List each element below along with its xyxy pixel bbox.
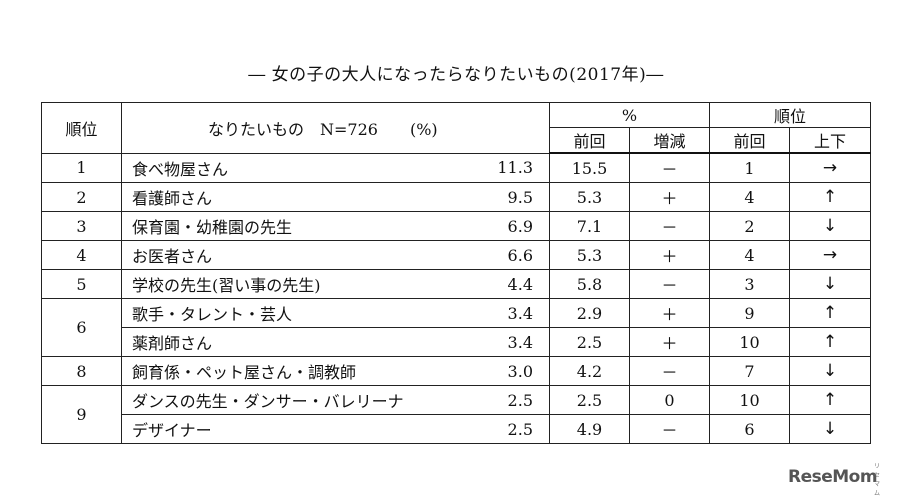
pct-cell: 6.6 <box>469 240 550 270</box>
move-arrow-icon: → <box>789 152 872 183</box>
move-arrow-icon: ↓ <box>789 414 872 444</box>
rank-cell: 3 <box>41 211 122 241</box>
change-cell: 0 <box>628 385 711 415</box>
rank-cell: 5 <box>41 269 122 299</box>
header-rank-group: 順位 <box>709 102 872 128</box>
header-rank: 順位 <box>41 102 122 154</box>
logo-text: ReseMom <box>788 467 878 487</box>
prev-pct-cell: 4.9 <box>549 414 630 444</box>
page-title: ― 女の子の大人になったらなりたいもの(2017年)― <box>248 65 664 85</box>
item-name: 飼育係・ペット屋さん・調教師 <box>132 363 357 382</box>
table-row: 9 ダンスの先生・ダンサー・バレリーナ 2.5 2.5 0 10 ↑ <box>41 385 872 444</box>
prev-rank-cell: 6 <box>709 414 791 444</box>
pct-cell: 4.4 <box>469 269 550 299</box>
table-row: 4 お医者さん 6.6 5.3 ＋ 4 → <box>41 240 872 270</box>
header-percent-prev: 前回 <box>549 127 630 154</box>
item-name: 看護師さん <box>132 189 213 208</box>
prev-pct-cell: 2.5 <box>549 327 630 357</box>
prev-pct-cell: 5.3 <box>549 240 630 270</box>
prev-rank-cell: 7 <box>709 356 791 386</box>
move-arrow-icon: → <box>789 240 872 270</box>
prev-rank-cell: 1 <box>709 152 791 183</box>
pct-cell: 3.4 <box>469 298 550 328</box>
rank-cell: 1 <box>41 152 122 183</box>
ranking-table: 順位 なりたいもの N=726 (%) % 順位 前回 増減 前回 上下 1 食… <box>41 102 872 444</box>
header-name: なりたいもの N=726 (%) <box>121 102 550 154</box>
pct-cell: 9.5 <box>469 182 550 212</box>
prev-rank-cell: 10 <box>709 385 791 415</box>
logo-small-text: リセマム <box>874 463 880 497</box>
change-cell: － <box>628 269 711 299</box>
item-name: 食べ物屋さん <box>132 159 229 179</box>
rank-cell: 4 <box>41 240 122 270</box>
prev-pct-cell: 15.5 <box>549 152 630 183</box>
table-row: 3 保育園・幼稚園の先生 6.9 7.1 － 2 ↓ <box>41 211 872 241</box>
prev-rank-cell: 4 <box>709 182 791 212</box>
prev-pct-cell: 2.9 <box>549 298 630 328</box>
pct-cell: 2.5 <box>469 414 550 444</box>
change-cell: － <box>628 211 711 241</box>
prev-rank-cell: 10 <box>709 327 791 357</box>
rank-cell: 6 <box>41 298 122 357</box>
header-rank-move: 上下 <box>789 127 872 154</box>
table-row: 2 看護師さん 9.5 5.3 ＋ 4 ↑ <box>41 182 872 212</box>
prev-rank-cell: 3 <box>709 269 791 299</box>
change-cell: ＋ <box>628 240 711 270</box>
move-arrow-icon: ↑ <box>789 182 872 212</box>
prev-pct-cell: 4.2 <box>549 356 630 386</box>
move-arrow-icon: ↓ <box>789 269 872 299</box>
move-arrow-icon: ↑ <box>789 385 872 415</box>
prev-rank-cell: 4 <box>709 240 791 270</box>
table-row: 1 食べ物屋さん 11.3 15.5 － 1 → <box>41 152 872 183</box>
table-row: 8 飼育係・ペット屋さん・調教師 3.0 4.2 － 7 ↓ <box>41 356 872 386</box>
table-row: 6 歌手・タレント・芸人 3.4 2.9 ＋ 9 ↑ <box>41 298 872 357</box>
move-arrow-icon: ↓ <box>789 211 872 241</box>
item-name: お医者さん <box>132 247 213 266</box>
pct-cell: 3.0 <box>469 356 550 386</box>
resemom-logo: ReseMom リセマム <box>788 463 880 497</box>
item-name: 歌手・タレント・芸人 <box>132 305 293 324</box>
rank-cell: 2 <box>41 182 122 212</box>
header-rank-prev: 前回 <box>709 127 791 154</box>
rank-cell: 8 <box>41 356 122 386</box>
table-row: 薬剤師さん 3.4 2.5 ＋ 10 ↑ <box>42 327 872 357</box>
item-name: 保育園・幼稚園の先生 <box>132 218 293 237</box>
item-name: 学校の先生(習い事の先生) <box>132 276 321 295</box>
change-cell: ＋ <box>628 182 711 212</box>
change-cell: － <box>628 152 711 183</box>
table-row: 5 学校の先生(習い事の先生) 4.4 5.8 － 3 ↓ <box>41 269 872 299</box>
prev-rank-cell: 2 <box>709 211 791 241</box>
change-cell: ＋ <box>628 327 711 357</box>
header-percent-group: % <box>548 102 711 128</box>
pct-cell: 3.4 <box>469 327 550 357</box>
pct-cell: 2.5 <box>469 385 550 415</box>
move-arrow-icon: ↑ <box>789 298 872 328</box>
rank-cell: 9 <box>41 385 122 444</box>
header-percent-change: 増減 <box>628 127 711 154</box>
prev-pct-cell: 5.3 <box>549 182 630 212</box>
prev-pct-cell: 5.8 <box>549 269 630 299</box>
prev-pct-cell: 7.1 <box>549 211 630 241</box>
item-name: 薬剤師さん <box>132 334 213 353</box>
prev-rank-cell: 9 <box>709 298 791 328</box>
pct-cell: 11.3 <box>469 152 550 183</box>
move-arrow-icon: ↓ <box>789 356 872 386</box>
prev-pct-cell: 2.5 <box>549 385 630 415</box>
pct-cell: 6.9 <box>469 211 550 241</box>
change-cell: ＋ <box>628 298 711 328</box>
header-name-label: なりたいもの N=726 (%) <box>208 119 438 139</box>
item-name: ダンスの先生・ダンサー・バレリーナ <box>132 392 404 411</box>
move-arrow-icon: ↑ <box>789 327 872 357</box>
table-row: デザイナー 2.5 4.9 － 6 ↓ <box>42 414 872 444</box>
change-cell: － <box>628 356 711 386</box>
change-cell: － <box>628 414 711 444</box>
item-name: デザイナー <box>132 421 212 440</box>
